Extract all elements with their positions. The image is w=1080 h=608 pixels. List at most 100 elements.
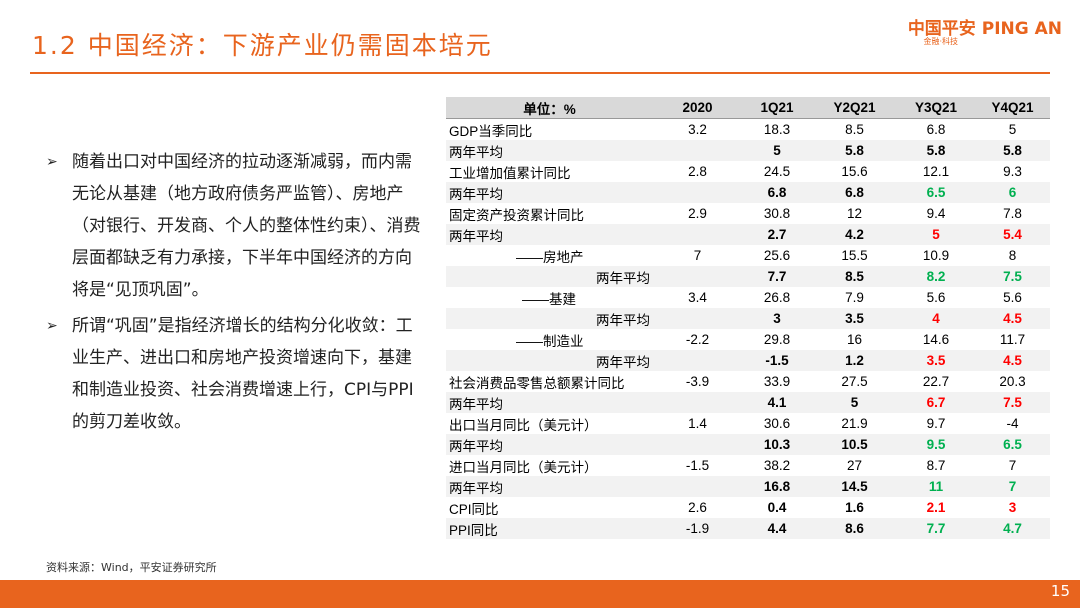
table-cell bbox=[653, 476, 742, 497]
table-cell: 6.7 bbox=[897, 392, 975, 413]
table-cell: 16.8 bbox=[742, 476, 812, 497]
table-cell: -4 bbox=[1006, 416, 1019, 431]
table-cell: 9.4 bbox=[926, 206, 946, 221]
table-cell: 30.6 bbox=[763, 416, 791, 431]
table-cell: 10.5 bbox=[812, 434, 897, 455]
table-cell: 3.5 bbox=[812, 308, 897, 329]
table-cell: 7.7 bbox=[742, 266, 812, 287]
table-cell: 14.6 bbox=[922, 332, 950, 347]
table-row: 工业增加值累计同比 2.8 24.5 15.6 12.1 9.3 bbox=[446, 161, 1050, 182]
table-cell: 12 bbox=[846, 206, 863, 221]
table-cell: 21.9 bbox=[841, 416, 868, 431]
table-cell: 9.7 bbox=[926, 416, 946, 431]
table-cell: 7 bbox=[693, 248, 702, 263]
data-table: 单位：% 2020 1Q21 Y2Q21 Y3Q21 Y4Q21 GDP当季同比 3.2 18.… bbox=[446, 97, 1050, 539]
table-cell: 12.1 bbox=[922, 164, 950, 179]
table-cell: 6.5 bbox=[897, 182, 975, 203]
table-cell: 9.5 bbox=[897, 434, 975, 455]
table-cell bbox=[653, 350, 742, 371]
table-cell: 27 bbox=[846, 458, 863, 473]
table-cell bbox=[653, 266, 742, 287]
table-cell: -1.5 bbox=[685, 458, 710, 473]
table-row: 两年平均 6.8 6.8 6.5 6 bbox=[446, 182, 1050, 203]
row-label: 工业增加值累计同比 bbox=[449, 165, 571, 181]
table-cell: 4 bbox=[897, 308, 975, 329]
table-cell: 2.7 bbox=[742, 224, 812, 245]
table-cell bbox=[653, 224, 742, 245]
table-cell: 5 bbox=[742, 140, 812, 161]
bullet-item: ➢ 随着出口对中国经济的拉动逐渐减弱，而内需无论从基建（地方政府债务严监管）、房地… bbox=[46, 152, 421, 300]
source-note: 资料来源：Wind，平安证券研究所 bbox=[46, 561, 217, 574]
table-cell: 11 bbox=[897, 476, 975, 497]
table-cell: 2.9 bbox=[688, 206, 707, 221]
table-cell: -1.5 bbox=[742, 350, 812, 371]
column-header: Y2Q21 bbox=[812, 97, 897, 119]
table-row: ——房地产 7 25.6 15.5 10.9 8 bbox=[446, 245, 1050, 266]
table-cell: 9.3 bbox=[1003, 164, 1022, 179]
row-label: 两年平均 bbox=[446, 182, 653, 203]
table-cell: 5.4 bbox=[975, 224, 1050, 245]
title-rule bbox=[30, 72, 1050, 74]
table-cell: 4.5 bbox=[975, 350, 1050, 371]
table-cell: 11.7 bbox=[999, 332, 1026, 347]
table-row: 出口当月同比（美元计） 1.4 30.6 21.9 9.7 -4 bbox=[446, 413, 1050, 434]
table-cell: 26.8 bbox=[763, 290, 791, 305]
table-cell: 25.6 bbox=[763, 248, 791, 263]
table-row: 两年平均 16.8 14.5 11 7 bbox=[446, 476, 1050, 497]
table-cell: 3 bbox=[742, 308, 812, 329]
table-cell: 8 bbox=[1008, 248, 1017, 263]
table-cell: 0.4 bbox=[767, 500, 787, 515]
table-row: 两年平均 4.1 5 6.7 7.5 bbox=[446, 392, 1050, 413]
table-cell: 3.5 bbox=[897, 350, 975, 371]
table-cell: -2.2 bbox=[685, 332, 710, 347]
table-cell: 2.6 bbox=[688, 500, 707, 515]
table-cell: 5.6 bbox=[926, 290, 946, 305]
table-row: 进口当月同比（美元计） -1.5 38.2 27 8.7 7 bbox=[446, 455, 1050, 476]
row-label: PPI同比 bbox=[446, 518, 653, 539]
row-label: 进口当月同比（美元计） bbox=[449, 459, 598, 475]
table-cell: 5.8 bbox=[812, 140, 897, 161]
table-cell: 5.6 bbox=[1003, 290, 1022, 305]
table-row: 两年平均 10.3 10.5 9.5 6.5 bbox=[446, 434, 1050, 455]
table-cell: 5.8 bbox=[975, 140, 1050, 161]
slide-title: 1.2 中国经济：下游产业仍需固本培元 bbox=[32, 31, 493, 60]
table-cell: 16 bbox=[846, 332, 863, 347]
table-cell: -3.9 bbox=[685, 374, 710, 389]
row-label: 两年平均 bbox=[446, 266, 653, 287]
logo: 中国平安 PING AN bbox=[907, 19, 1062, 39]
table-row: ——基建 3.4 26.8 7.9 5.6 5.6 bbox=[446, 287, 1050, 308]
table-cell: 6.8 bbox=[742, 182, 812, 203]
row-label: 两年平均 bbox=[446, 350, 653, 371]
table-cell: -1.9 bbox=[653, 518, 742, 539]
column-header: 单位：% bbox=[446, 97, 653, 119]
column-header: Y3Q21 bbox=[897, 97, 975, 119]
table-cell: 6.8 bbox=[926, 122, 946, 137]
table-cell: 5 bbox=[812, 392, 897, 413]
table-cell: 18.3 bbox=[763, 122, 791, 137]
table-cell: 10.3 bbox=[742, 434, 812, 455]
row-label: ——制造业 bbox=[516, 333, 584, 349]
table-cell: 1.6 bbox=[845, 500, 864, 515]
row-label: 两年平均 bbox=[446, 140, 653, 161]
table-cell: 4.5 bbox=[975, 308, 1050, 329]
logo-subtitle: 金融·科技 bbox=[923, 37, 958, 46]
row-label: 社会消费品零售总额累计同比 bbox=[449, 375, 625, 391]
row-label: ——基建 bbox=[522, 291, 576, 307]
bullet-text: 所谓“巩固”是指经济增长的结构分化收敛：工业生产、进出口和房地产投资增速向下，基… bbox=[72, 316, 414, 432]
table-cell: 7 bbox=[975, 476, 1050, 497]
table-cell: 5 bbox=[1008, 122, 1017, 137]
bullet-item: ➢ 所谓“巩固”是指经济增长的结构分化收敛：工业生产、进出口和房地产投资增速向下，… bbox=[46, 316, 414, 432]
table-cell bbox=[653, 308, 742, 329]
column-header: Y4Q21 bbox=[975, 97, 1050, 119]
bullet-text: 随着出口对中国经济的拉动逐渐减弱，而内需无论从基建（地方政府债务严监管）、房地产… bbox=[72, 152, 421, 300]
table-cell: 29.8 bbox=[763, 332, 791, 347]
table-row: 两年平均 -1.5 1.2 3.5 4.5 bbox=[446, 350, 1050, 371]
table-row: 两年平均 5 5.8 5.8 5.8 bbox=[446, 140, 1050, 161]
row-label: 固定资产投资累计同比 bbox=[449, 207, 584, 223]
table-cell: 8.6 bbox=[812, 518, 897, 539]
table-row: 两年平均 2.7 4.2 5 5.4 bbox=[446, 224, 1050, 245]
table-cell: 27.5 bbox=[841, 374, 868, 389]
table-cell: 14.5 bbox=[812, 476, 897, 497]
table-cell: 22.7 bbox=[922, 374, 950, 389]
table-cell: 3.4 bbox=[688, 290, 707, 305]
